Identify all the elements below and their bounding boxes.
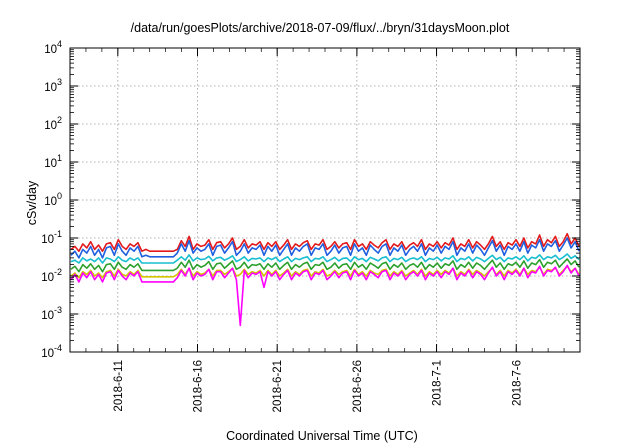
y-tick-base: 10 (41, 348, 54, 360)
series-line (70, 232, 580, 252)
y-tick-base: 10 (41, 272, 54, 284)
y-tick-exponent: -1 (54, 229, 62, 239)
series-line (70, 237, 580, 259)
x-tick-label: 2018-7-1 (432, 360, 444, 406)
series-line (70, 253, 580, 264)
y-tick-label: 101 (44, 153, 62, 170)
x-tick-label: 2018-6-16 (193, 360, 205, 412)
y-tick-exponent: -2 (54, 267, 62, 277)
y-tick-exponent: 1 (57, 153, 62, 163)
y-tick-base: 10 (44, 82, 57, 94)
y-axis-label: cSv/day (25, 180, 39, 225)
series-line (70, 264, 580, 327)
y-tick-label: 104 (44, 39, 62, 56)
x-tick-label: 2018-6-26 (352, 360, 364, 412)
y-tick-exponent: 2 (57, 115, 62, 125)
y-tick-label: 100 (44, 191, 62, 208)
y-tick-base: 10 (44, 158, 57, 170)
axis-ticks: 10-410-310-210-11001011021031042018-6-11… (41, 39, 580, 412)
x-tick-label: 2018-6-11 (113, 360, 125, 412)
y-tick-label: 10-1 (41, 229, 62, 246)
chart-title: /data/run/goesPlots/archive/2018-07-09/f… (131, 21, 510, 35)
y-tick-exponent: 3 (57, 77, 62, 87)
y-tick-base: 10 (44, 120, 57, 132)
series-lines (70, 232, 580, 327)
x-tick-label: 2018-7-6 (511, 360, 523, 406)
y-tick-label: 10-2 (41, 267, 62, 284)
y-tick-base: 10 (44, 196, 57, 208)
y-tick-label: 10-3 (41, 305, 62, 322)
y-tick-exponent: 4 (57, 39, 62, 49)
y-tick-base: 10 (44, 44, 57, 56)
series-line (70, 258, 580, 273)
x-axis-label: Coordinated Universal Time (UTC) (226, 429, 418, 443)
y-tick-label: 102 (44, 115, 62, 132)
y-tick-exponent: 0 (57, 191, 62, 201)
y-tick-exponent: -4 (54, 343, 62, 353)
y-tick-exponent: -3 (54, 305, 62, 315)
grid (70, 48, 580, 352)
y-tick-label: 103 (44, 77, 62, 94)
y-tick-label: 10-4 (41, 343, 62, 360)
x-tick-label: 2018-6-21 (272, 360, 284, 412)
y-tick-base: 10 (41, 310, 54, 322)
y-tick-base: 10 (41, 234, 54, 246)
